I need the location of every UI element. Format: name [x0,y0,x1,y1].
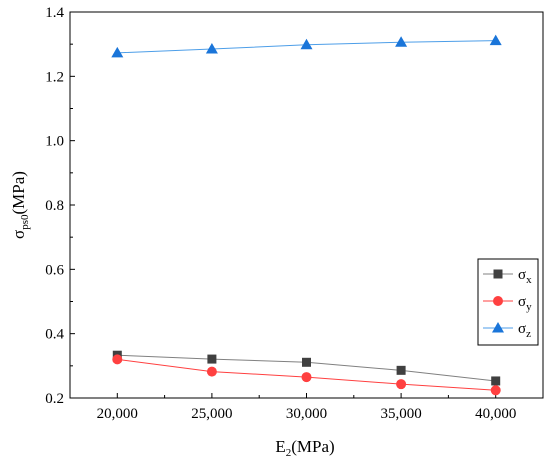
legend-marker-z [492,322,504,333]
y-tick-label: 1.0 [45,134,64,150]
y-axis: 0.2 0.4 0.6 0.8 1.0 1.2 1.4 [45,5,75,407]
legend-marker-x [493,269,503,279]
data-point-x [302,357,311,367]
y-axis-title: σps0(MPa) [9,171,31,239]
x-axis-title: E2(MPa) [275,437,334,459]
data-point-x [207,354,217,364]
x-tick-label: 40,000 [475,406,516,422]
y-tick-label: 0.8 [45,198,64,214]
data-point-y [206,366,217,377]
legend: σx σy σz [477,258,539,346]
data-point-z [111,46,124,58]
y-tick-label: 0.2 [45,391,64,407]
plot-area [69,11,544,399]
data-point-y [396,379,407,390]
data-point-y [490,385,501,396]
data-point-x [491,376,501,386]
legend-label-y: σy [518,294,532,313]
legend-label-x: σx [518,267,532,286]
x-axis: 20,000 25,000 30,000 35,000 40,000 [69,393,544,422]
x-tick-label: 20,000 [97,406,138,422]
data-point-z [489,34,502,46]
series-markers [111,34,502,396]
legend-label-z: σz [518,321,531,340]
y-tick-label: 0.6 [45,262,64,278]
data-point-z [205,42,218,54]
data-point-z [395,36,408,47]
y-tick-label: 1.4 [45,5,64,21]
data-point-y [112,354,123,365]
y-tick-label: 0.4 [45,327,64,343]
data-point-z [300,38,313,50]
legend-marker-y [493,296,503,306]
data-point-y [301,372,312,383]
x-tick-label: 25,000 [191,406,232,422]
legend-box [477,258,539,346]
x-tick-label: 35,000 [380,406,421,422]
data-point-x [396,365,406,375]
y-tick-label: 1.2 [45,69,64,85]
x-tick-label: 30,000 [286,406,327,422]
